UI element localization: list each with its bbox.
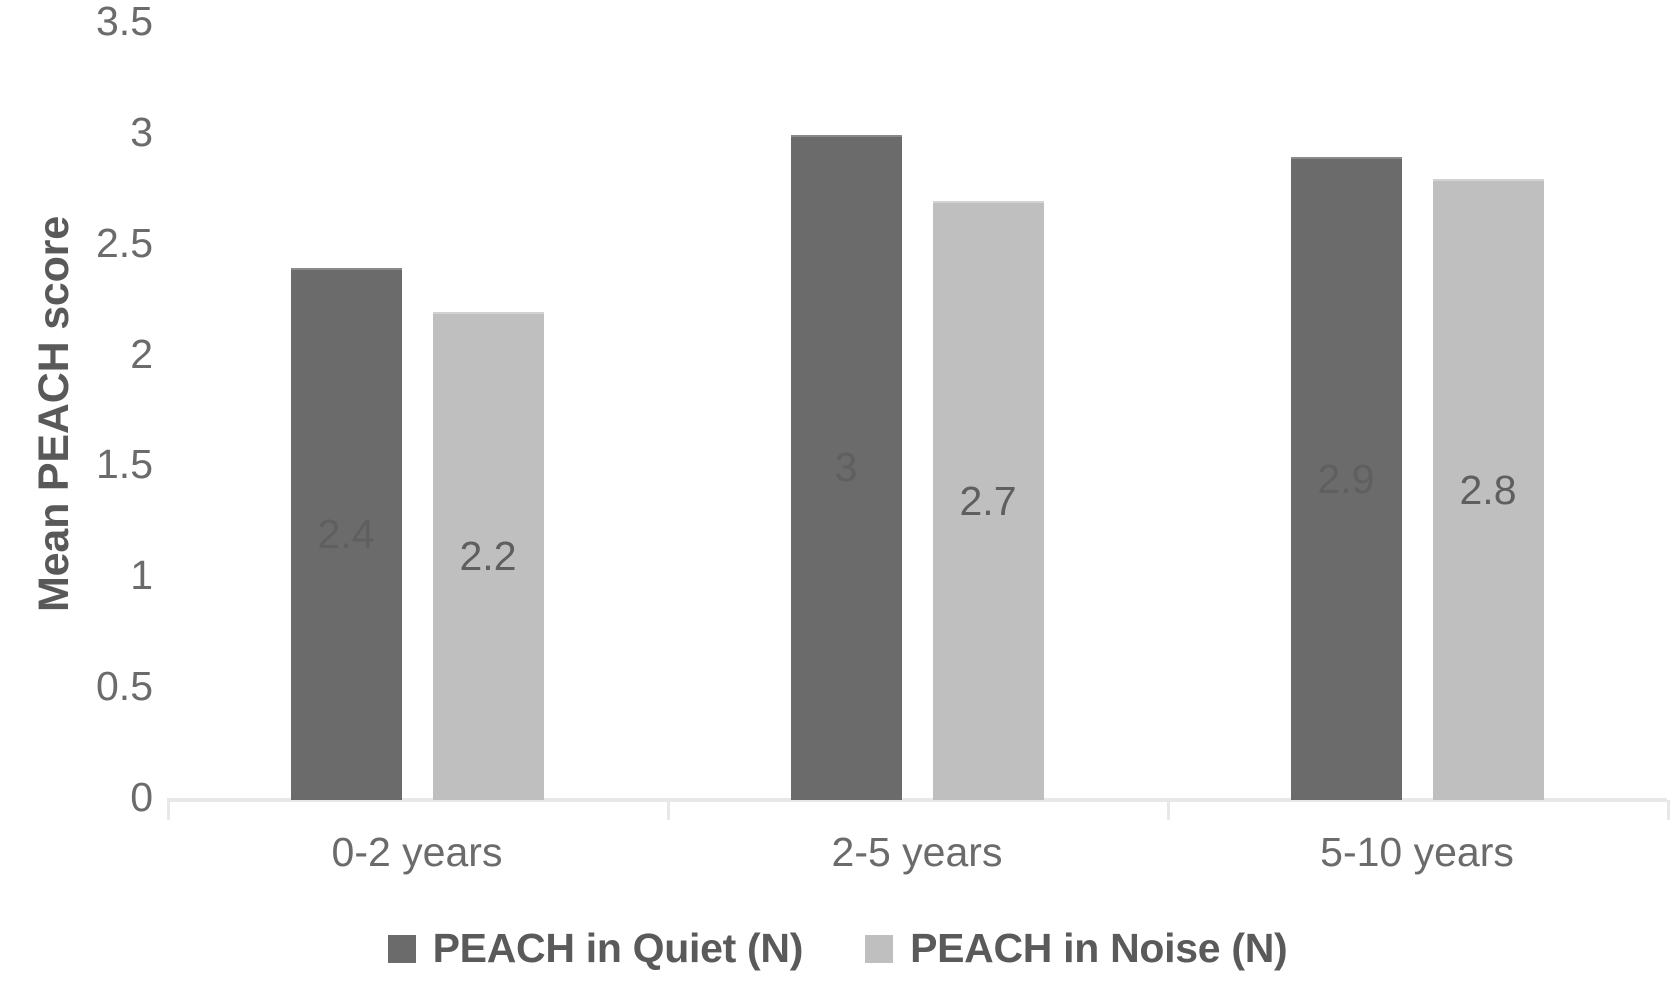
bar[interactable]: 2.2 bbox=[432, 312, 544, 800]
y-axis-tick-label: 1.5 bbox=[96, 441, 153, 488]
x-axis-tick bbox=[1167, 800, 1170, 820]
bar[interactable]: 2.9 bbox=[1290, 157, 1402, 800]
y-axis-tick-label: 2.5 bbox=[96, 219, 153, 266]
legend-swatch-icon bbox=[865, 934, 894, 963]
x-axis-category-label: 5-10 years bbox=[1320, 829, 1514, 875]
bar-value-label: 3 bbox=[834, 444, 858, 491]
y-axis-tick-label: 3.5 bbox=[96, 0, 153, 44]
y-axis-tick-labels: 3.5 3 2.5 2 1.5 1 0.5 0 bbox=[28, 0, 153, 996]
x-axis-tick bbox=[1667, 800, 1670, 820]
bar[interactable]: 2.7 bbox=[932, 201, 1044, 800]
bar[interactable]: 3 bbox=[790, 134, 902, 800]
bar-value-label: 2.7 bbox=[959, 477, 1017, 524]
bar-value-label: 2.2 bbox=[459, 533, 517, 580]
legend-item[interactable]: PEACH in Noise (N) bbox=[865, 925, 1288, 971]
y-axis-tick-label: 0 bbox=[130, 774, 153, 820]
plot-area: 2.4 2.2 3 2.7 2.9 2.8 bbox=[167, 22, 1667, 800]
legend: PEACH in Quiet (N) PEACH in Noise (N) bbox=[0, 928, 1675, 969]
x-axis-tick bbox=[667, 800, 670, 820]
x-axis-tick bbox=[167, 800, 170, 820]
legend-label: PEACH in Quiet (N) bbox=[432, 925, 804, 971]
y-axis-tick-label: 2 bbox=[130, 330, 153, 377]
x-axis-category-label: 0-2 years bbox=[331, 829, 503, 875]
y-axis-tick-label: 1 bbox=[130, 552, 153, 599]
legend-item[interactable]: PEACH in Quiet (N) bbox=[387, 925, 804, 971]
x-axis-line bbox=[167, 798, 1667, 802]
legend-swatch-icon bbox=[387, 934, 416, 963]
bar-value-label: 2.4 bbox=[317, 510, 375, 557]
x-axis-category-label: 2-5 years bbox=[831, 829, 1003, 875]
bar-value-label: 2.8 bbox=[1459, 466, 1517, 513]
legend-label: PEACH in Noise (N) bbox=[910, 925, 1288, 971]
y-axis-tick-label: 3 bbox=[130, 108, 153, 155]
bar[interactable]: 2.8 bbox=[1432, 179, 1544, 800]
y-axis-tick-label: 0.5 bbox=[96, 663, 153, 710]
bar[interactable]: 2.4 bbox=[290, 267, 402, 800]
bar-value-label: 2.9 bbox=[1317, 455, 1375, 502]
